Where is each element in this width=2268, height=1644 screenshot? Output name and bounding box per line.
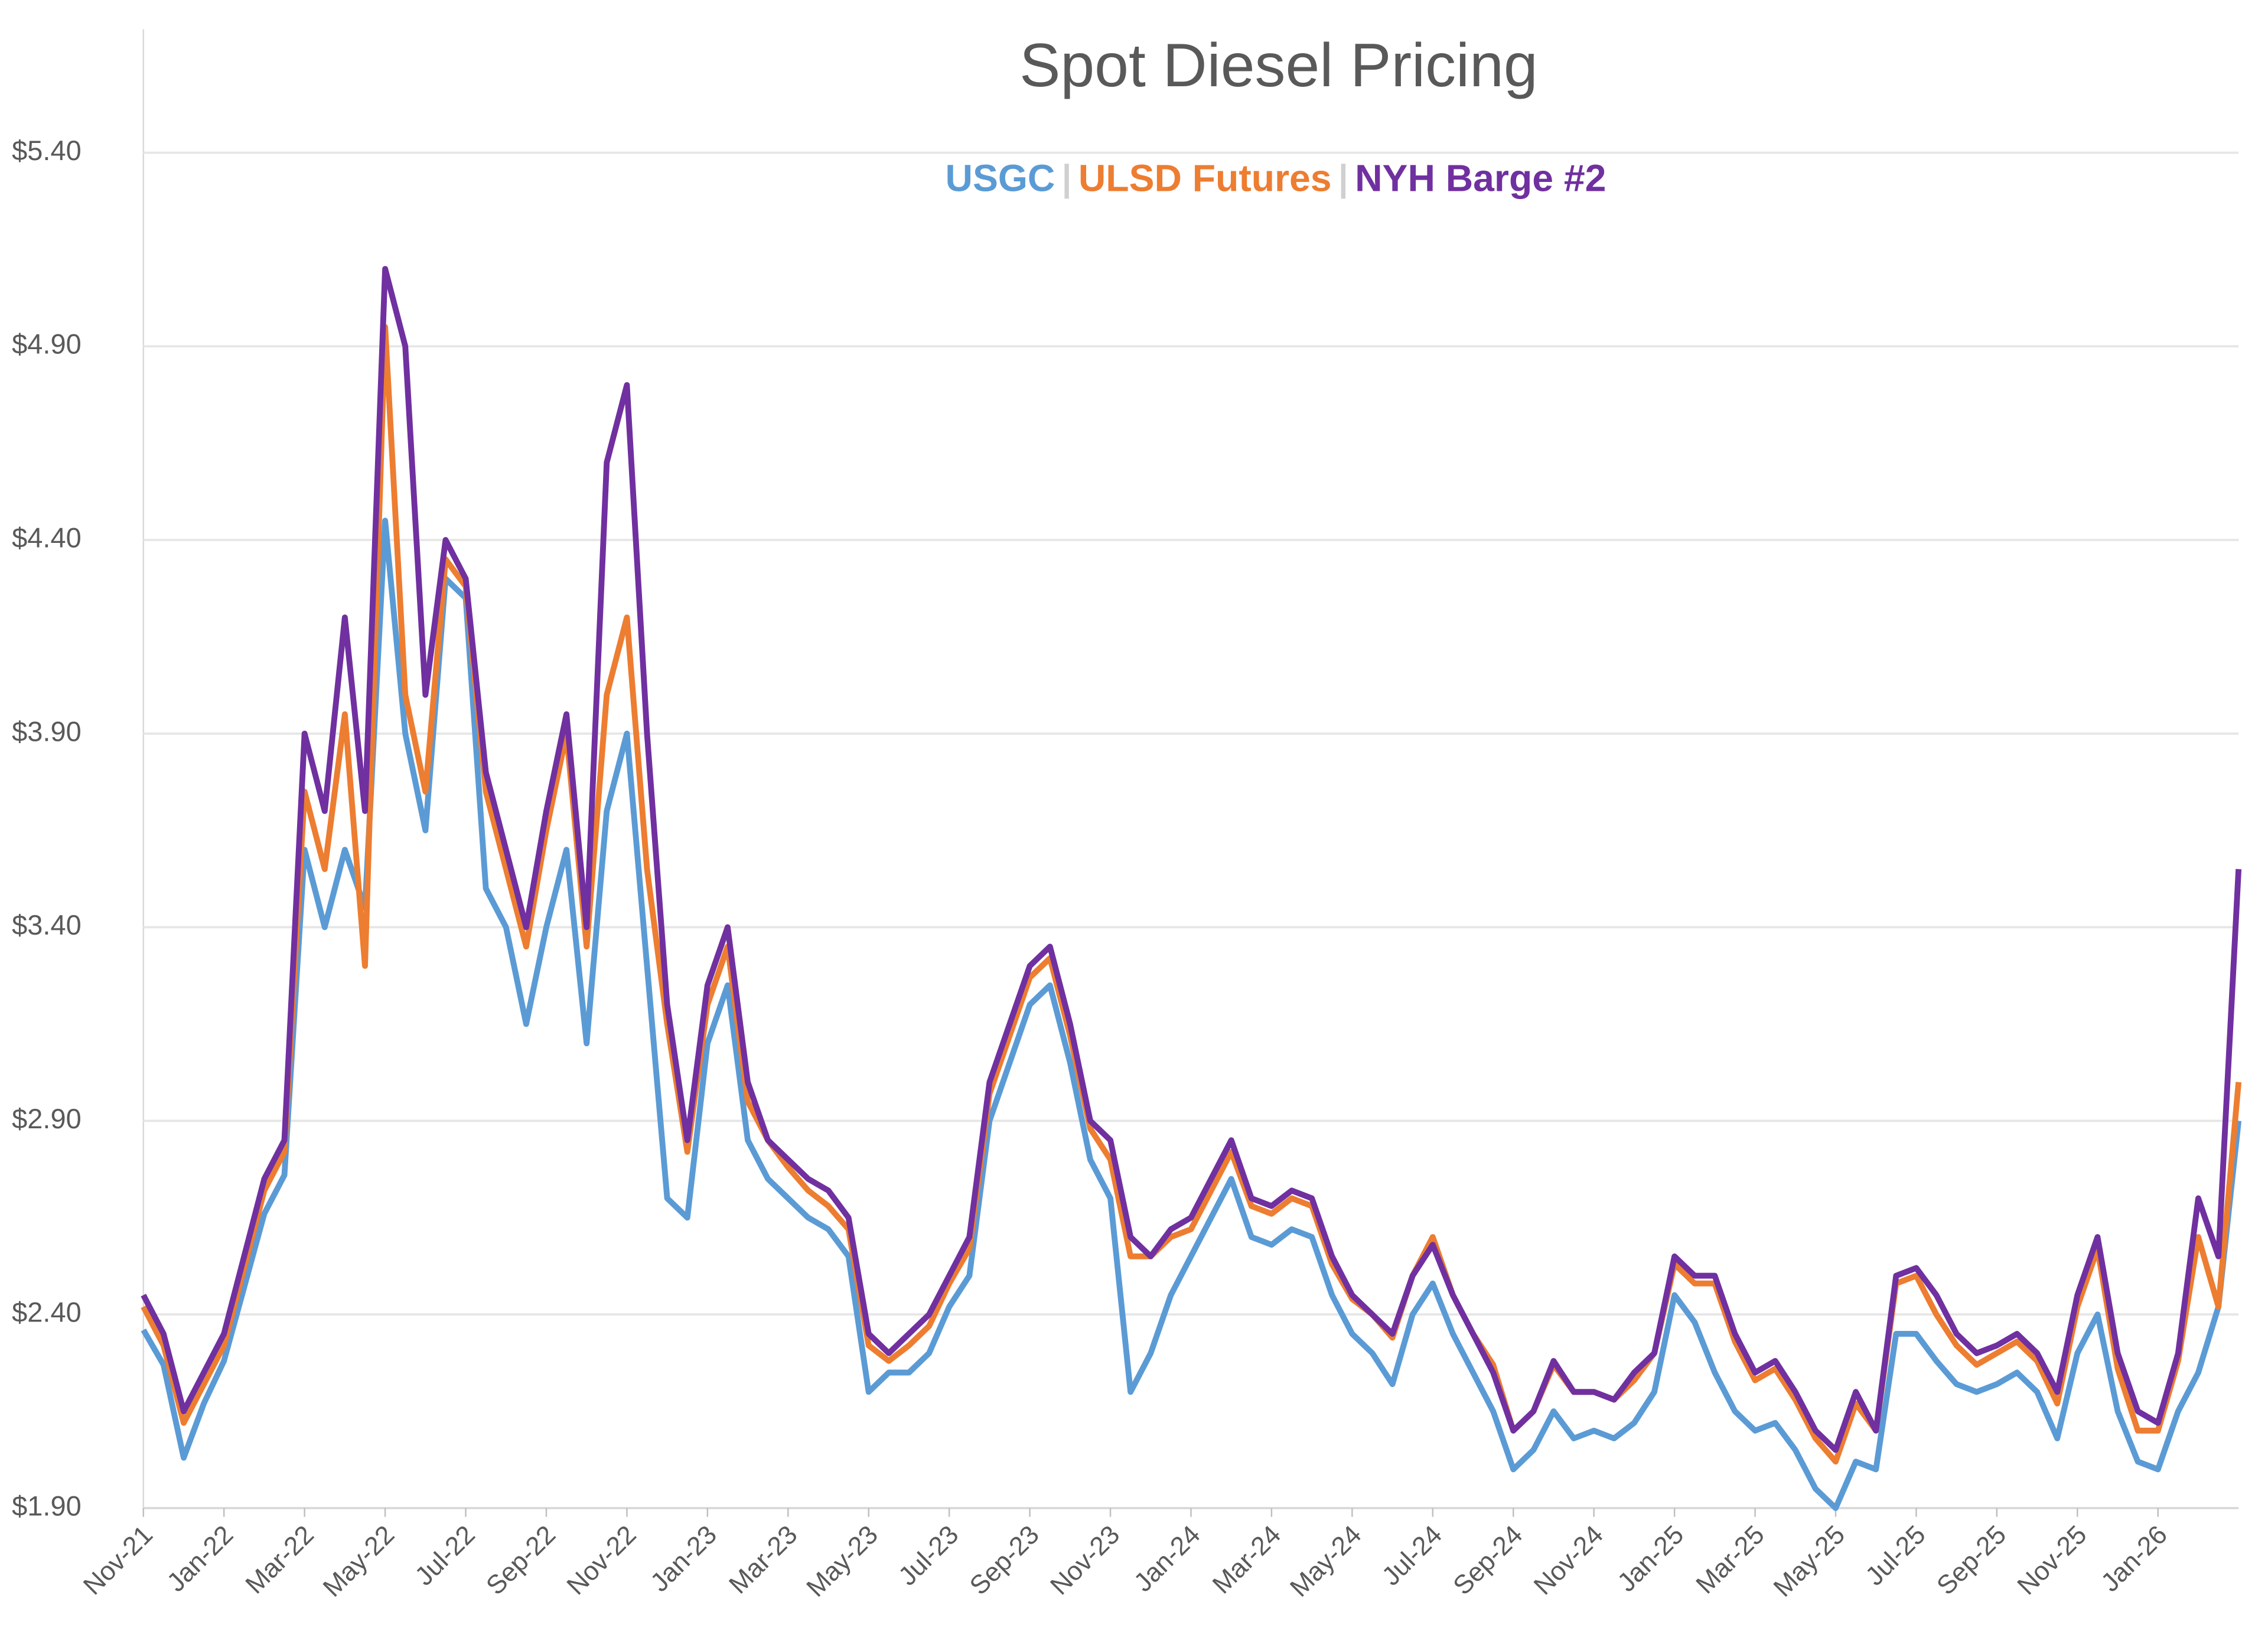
legend-label: NYH Barge #2	[1355, 157, 1606, 200]
x-tick-label: May-23	[801, 1520, 884, 1603]
series-line	[141, 266, 2242, 1453]
x-tick-label: Jan-24	[1129, 1520, 1206, 1597]
legend: USGC ULSD Futures NYH Barge #2	[946, 157, 1606, 200]
x-tick-label: Jul-22	[409, 1520, 480, 1591]
legend-label: USGC	[946, 157, 1055, 200]
y-tick-label: $4.90	[12, 328, 82, 360]
x-tick-label: Nov-23	[1045, 1520, 1125, 1600]
y-tick-label: $5.40	[12, 135, 82, 166]
y-tick-label: $3.40	[12, 909, 82, 940]
series-line	[141, 324, 2242, 1465]
y-tick-label: $1.90	[12, 1490, 82, 1521]
x-tick-label: Sep-25	[1931, 1520, 2012, 1600]
legend-label: ULSD Futures	[1078, 157, 1332, 200]
y-tick-label: $2.90	[12, 1103, 82, 1134]
x-tick-label: Sep-23	[964, 1520, 1045, 1600]
x-tick-label: Sep-22	[481, 1520, 561, 1600]
x-tick-label: Mar-24	[1207, 1520, 1286, 1599]
x-tick-label: Mar-22	[240, 1520, 320, 1599]
x-tick-label: Jan-23	[645, 1520, 722, 1597]
x-tick-label: Jan-26	[2096, 1520, 2173, 1597]
x-tick-label: Jul-24	[1377, 1520, 1448, 1591]
x-tick-label: May-25	[1768, 1520, 1851, 1603]
series-line	[141, 517, 2242, 1511]
y-tick-label: $2.40	[12, 1297, 82, 1328]
x-tick-label: May-22	[318, 1520, 400, 1603]
x-tick-label: Mar-25	[1690, 1520, 1770, 1599]
x-tick-label: Nov-25	[2012, 1520, 2092, 1600]
x-tick-label: Jan-25	[1612, 1520, 1689, 1597]
y-tick-label: $4.40	[12, 522, 82, 553]
x-tick-label: Jan-22	[162, 1520, 239, 1597]
x-tick-label: Mar-23	[724, 1520, 803, 1599]
x-tick-label: Nov-24	[1529, 1520, 1609, 1600]
x-tick-label: Sep-24	[1448, 1520, 1528, 1600]
x-tick-label: Nov-21	[78, 1520, 158, 1600]
x-tick-label: Nov-22	[562, 1520, 642, 1600]
x-tick-label: Jul-23	[893, 1520, 964, 1591]
y-tick-label: $3.90	[12, 715, 82, 747]
x-tick-label: May-24	[1285, 1520, 1367, 1603]
chart-title: Spot Diesel Pricing	[1019, 31, 1538, 100]
x-tick-label: Jul-25	[1860, 1520, 1931, 1591]
